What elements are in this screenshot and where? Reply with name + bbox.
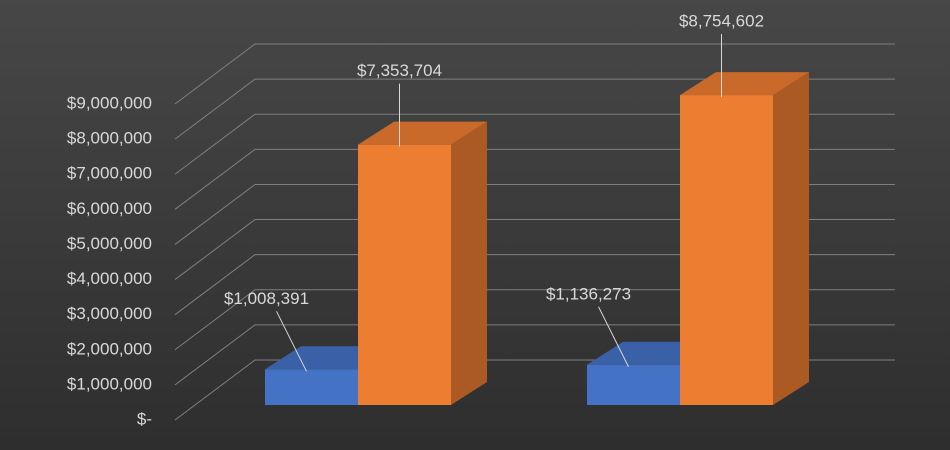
bar-front: [587, 364, 680, 405]
bar-front: [358, 144, 451, 405]
y-tick-label: $1,000,000: [67, 374, 152, 393]
y-tick-label: $7,000,000: [67, 164, 152, 183]
bar-side: [773, 72, 809, 405]
bar-front: [265, 369, 358, 405]
data-label: $8,754,602: [679, 12, 764, 31]
data-label: $1,136,273: [546, 284, 631, 303]
bar-side: [451, 121, 487, 405]
bar: [358, 121, 487, 405]
leader-line: [276, 311, 307, 372]
y-tick-label: $8,000,000: [67, 129, 152, 148]
grid-line: [174, 43, 895, 105]
y-tick-label: $4,000,000: [67, 269, 152, 288]
data-label: $1,008,391: [224, 289, 309, 308]
grid-line: [174, 78, 895, 140]
bars: [265, 34, 809, 405]
bar: [680, 72, 809, 405]
bar-front: [680, 95, 773, 405]
y-tick-label: $5,000,000: [67, 234, 152, 253]
y-tick-label: $6,000,000: [67, 199, 152, 218]
bar-top: [358, 121, 487, 145]
leader-line: [598, 306, 629, 367]
bar-top: [680, 72, 809, 96]
data-label: $7,353,704: [357, 61, 442, 80]
y-tick-label: $9,000,000: [67, 93, 152, 112]
y-tick-label: $-: [137, 409, 152, 428]
y-tick-label: $3,000,000: [67, 304, 152, 323]
y-tick-label: $2,000,000: [67, 339, 152, 358]
